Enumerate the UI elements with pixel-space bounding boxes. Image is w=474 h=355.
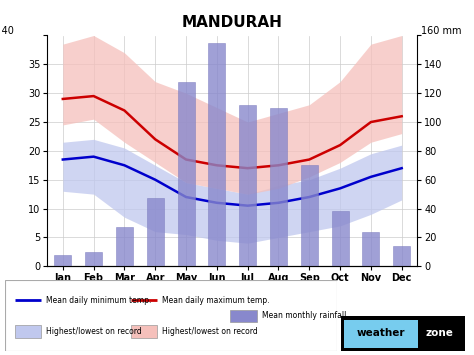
Bar [209,43,225,266]
Text: Mean daily maximum temp.: Mean daily maximum temp. [162,296,270,305]
Bar [147,198,164,266]
Bar [239,105,256,266]
Bar [116,227,133,266]
Bar [393,246,410,266]
Bar [55,255,71,266]
FancyBboxPatch shape [5,280,337,351]
Bar [178,82,194,266]
Text: Mean monthly rainfall: Mean monthly rainfall [262,311,346,321]
Text: zone: zone [426,328,454,338]
FancyBboxPatch shape [341,316,465,351]
Text: °C 40: °C 40 [0,26,14,36]
Bar [332,212,348,266]
Text: weather: weather [356,328,405,338]
Text: Mean daily minimum temp.: Mean daily minimum temp. [46,296,152,305]
Bar [363,231,379,266]
FancyBboxPatch shape [344,320,418,348]
Text: 160 mm: 160 mm [421,26,461,36]
FancyBboxPatch shape [230,310,257,322]
Text: Highest/lowest on record: Highest/lowest on record [162,327,258,336]
Bar [270,108,287,266]
FancyBboxPatch shape [15,325,41,338]
FancyBboxPatch shape [131,325,157,338]
Title: MANDURAH: MANDURAH [182,15,283,30]
Text: Highest/lowest on record: Highest/lowest on record [46,327,142,336]
Bar [85,252,102,266]
Bar [301,165,318,266]
